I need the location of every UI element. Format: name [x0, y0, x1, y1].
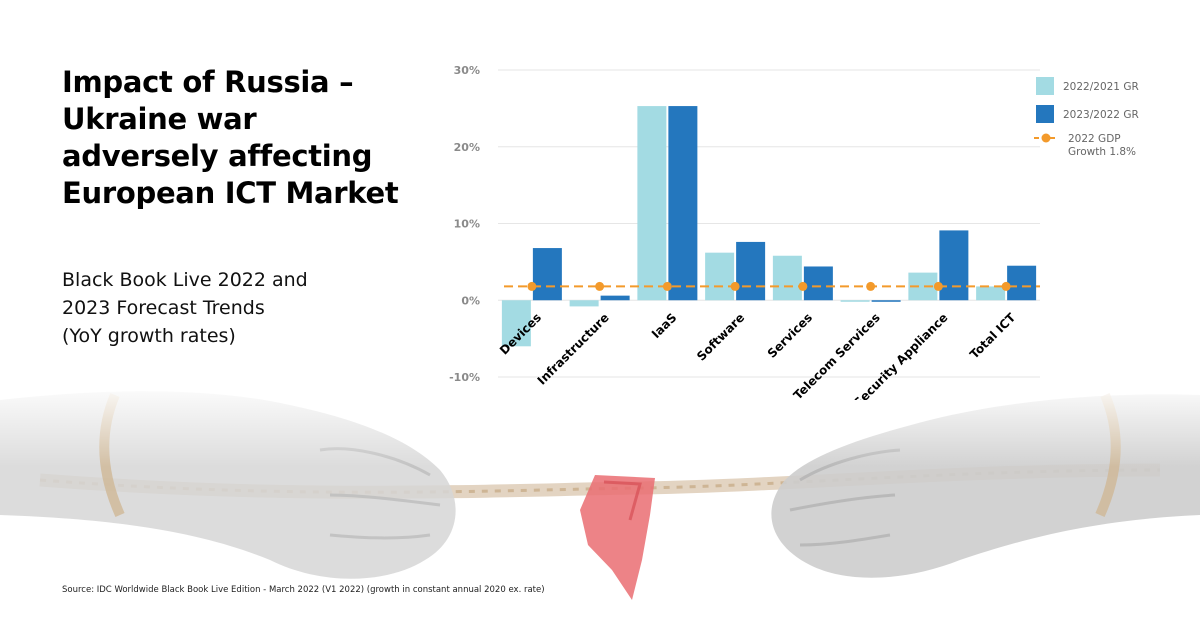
y-axis-ticks: 30% 20% 10% 0% -10% — [449, 64, 480, 384]
y-tick-label: 0% — [461, 294, 480, 307]
legend-swatch — [1036, 77, 1054, 95]
gdp-marker — [730, 281, 740, 291]
category-label: Software — [694, 310, 747, 363]
category-label: Total ICT — [967, 310, 1019, 362]
bar-2023-services — [803, 266, 833, 301]
bar-2022-infrastructure — [569, 300, 599, 307]
gdp-marker — [866, 281, 876, 291]
subtitle: Black Book Live 2022 and 2023 Forecast T… — [62, 266, 392, 350]
legend-label: Growth 1.8% — [1068, 146, 1136, 158]
gridlines — [498, 69, 1040, 378]
y-tick-label: 30% — [454, 64, 480, 77]
bars — [501, 106, 1037, 347]
subtitle-line: (YoY growth rates) — [62, 325, 236, 347]
bar-2023-telecom-services — [871, 300, 901, 302]
gdp-marker — [798, 281, 808, 291]
page-title: Impact of Russia – Ukraine war adversely… — [62, 65, 399, 210]
bar-2023-infrastructure — [600, 295, 630, 301]
gdp-marker — [933, 281, 943, 291]
y-tick-label: 10% — [454, 218, 480, 231]
gdp-reference-line — [504, 281, 1040, 291]
category-label: IaaS — [649, 310, 680, 341]
legend-label: 2022 GDP — [1068, 133, 1121, 145]
legend-label: 2023/2022 GR — [1063, 109, 1139, 121]
gdp-marker — [527, 281, 537, 291]
category-label: Infrastructure — [535, 310, 612, 387]
bar-2023-security-appliance — [939, 230, 969, 301]
y-tick-label: -10% — [449, 371, 480, 384]
source-note: Source: IDC Worldwide Black Book Live Ed… — [62, 585, 545, 595]
y-tick-label: 20% — [454, 141, 480, 154]
bar-2022-telecom-services — [840, 300, 870, 302]
legend-gdp-marker — [1041, 133, 1051, 143]
bar-2023-devices — [532, 248, 562, 301]
subtitle-line: 2023 Forecast Trends — [62, 297, 265, 319]
bar-2022-total-ict — [976, 286, 1006, 301]
gdp-marker — [595, 281, 605, 291]
legend-label: 2022/2021 GR — [1063, 81, 1139, 93]
bar-2023-total-ict — [1007, 265, 1037, 301]
bar-2022-devices — [501, 300, 531, 347]
gdp-marker — [1001, 281, 1011, 291]
bar-2023-software — [736, 241, 766, 301]
category-label: Services — [765, 310, 815, 360]
bar-2022-iaas — [637, 106, 667, 301]
subtitle-line: Black Book Live 2022 and — [62, 269, 308, 291]
legend-swatch — [1036, 105, 1054, 123]
bar-2022-services — [772, 255, 802, 301]
bar-2023-iaas — [668, 106, 698, 301]
bar-2022-software — [705, 252, 735, 301]
gdp-marker — [662, 281, 672, 291]
